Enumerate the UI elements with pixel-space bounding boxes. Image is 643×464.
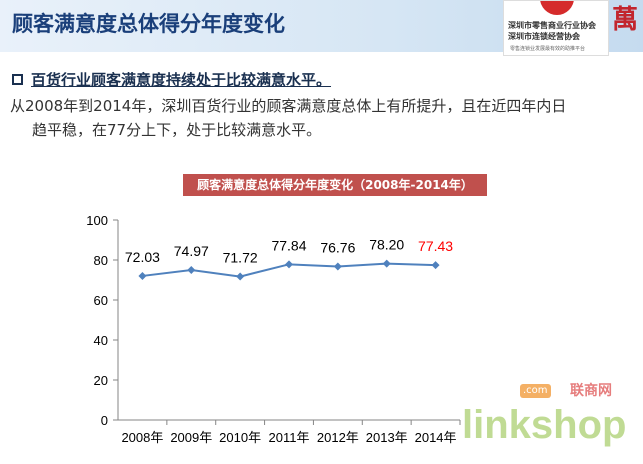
data-label: 76.76 — [320, 239, 355, 255]
data-point — [138, 271, 147, 280]
data-label: 74.97 — [174, 243, 209, 259]
y-tick-label: 60 — [94, 293, 108, 308]
watermark-com: .com — [520, 384, 551, 398]
x-tick-label: 2010年 — [219, 430, 261, 445]
body-text: 从2008年到2014年，深圳百货行业的顾客满意度总体上有所提升，且在近四年内日… — [10, 97, 567, 139]
x-tick-label: 2011年 — [269, 430, 310, 445]
y-tick-label: 40 — [94, 333, 108, 348]
x-tick-label: 2008年 — [121, 430, 163, 445]
page-title: 顾客满意度总体得分年度变化 — [12, 12, 285, 36]
watermark: linkshop — [462, 403, 627, 447]
y-tick-label: 100 — [86, 213, 108, 228]
side-decoration: 萬 — [612, 5, 639, 35]
data-label: 71.72 — [223, 250, 258, 266]
data-label: 77.84 — [271, 237, 306, 253]
y-tick-label: 0 — [101, 413, 108, 428]
chart-title: 顾客满意度总体得分年度变化（2008年-2014年） — [183, 174, 487, 196]
data-point — [382, 259, 391, 268]
data-label: 78.20 — [369, 237, 404, 253]
logo-line1: 深圳市零售商业行业协会 — [508, 21, 596, 30]
data-label: 77.43 — [418, 238, 453, 254]
logo-line2: 深圳市连锁经营协会 — [508, 32, 580, 41]
y-tick-label: 80 — [94, 253, 108, 268]
x-tick-label: 2014年 — [415, 430, 457, 445]
data-label: 72.03 — [125, 249, 160, 265]
x-tick-label: 2012年 — [317, 430, 359, 445]
logo-line3: 零售连锁业发展最有效的助推平台 — [510, 46, 586, 52]
x-tick-label: 2009年 — [170, 430, 212, 445]
data-point — [187, 266, 196, 275]
data-point — [285, 260, 293, 269]
y-tick-label: 20 — [94, 373, 108, 388]
association-logo: 深圳市零售商业行业协会 深圳市连锁经营协会 零售连锁业发展最有效的助推平台 — [503, 0, 609, 56]
seal-icon — [540, 1, 574, 15]
data-point — [333, 262, 342, 271]
bullet-heading: 百货行业顾客满意度持续处于比较满意水平。 — [12, 70, 331, 90]
x-tick-label: 2013年 — [366, 430, 408, 445]
data-point — [236, 272, 245, 281]
data-point — [431, 261, 440, 270]
square-bullet-icon — [12, 74, 23, 85]
watermark-cn: 联商网 — [570, 383, 612, 399]
